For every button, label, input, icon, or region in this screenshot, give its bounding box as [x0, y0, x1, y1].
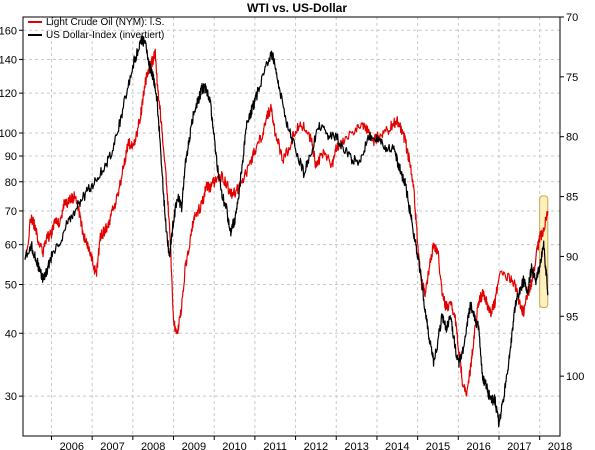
legend: Light Crude Oil (NYM): l.S. US Dollar-In… [28, 17, 164, 41]
x-tick-label: 2016 [466, 441, 490, 450]
left-tick-label: 160 [0, 25, 17, 37]
x-tick-label: 2018 [548, 441, 572, 450]
chart-title: WTI vs. US-Dollar [247, 1, 347, 15]
left-tick-label: 50 [5, 279, 17, 291]
x-tick-label: 2009 [182, 441, 206, 450]
left-tick-label: 30 [5, 391, 17, 403]
right-axis: 70 75 80 85 90 95 100 [560, 12, 584, 383]
left-tick-label: 40 [5, 328, 17, 340]
series-line [24, 35, 549, 428]
left-tick-label: 120 [0, 88, 17, 100]
x-tick-label: 2014 [385, 441, 409, 450]
x-tick-label: 2010 [222, 441, 246, 450]
x-tick-label: 2013 [344, 441, 368, 450]
left-tick-label: 140 [0, 54, 17, 66]
x-tick-label: 2017 [507, 441, 531, 450]
legend-label-crude-oil: Light Crude Oil (NYM): l.S. [46, 17, 164, 28]
left-tick-label: 70 [5, 206, 17, 218]
x-tick-label: 2008 [141, 441, 165, 450]
left-tick-label: 80 [5, 177, 17, 189]
grid [23, 17, 560, 436]
highlight-box-layer [539, 195, 549, 309]
right-tick-label: 100 [566, 371, 584, 383]
x-tick-label: 2012 [304, 441, 328, 450]
left-tick-label: 60 [5, 240, 17, 252]
highlight-box [539, 195, 549, 309]
right-tick-label: 80 [566, 132, 578, 144]
right-tick-label: 75 [566, 72, 578, 84]
series-dollar-index-layer [24, 35, 549, 428]
plot-frame [22, 16, 561, 437]
x-tick-label: 2015 [426, 441, 450, 450]
x-tick-label: 2011 [263, 441, 287, 450]
x-tick-label: 2007 [100, 441, 124, 450]
left-tick-label: 100 [0, 128, 17, 140]
right-tick-label: 70 [566, 12, 578, 24]
series-line [24, 48, 549, 397]
right-tick-label: 95 [566, 311, 578, 323]
series-crude-oil-layer [24, 48, 549, 397]
right-tick-label: 90 [566, 251, 578, 263]
legend-label-dollar-index: US Dollar-Index (invertiert) [46, 30, 164, 41]
left-axis: 30 40 50 60 70 80 90 100 120 140 160 [0, 25, 23, 403]
right-tick-label: 85 [566, 192, 578, 204]
x-axis: 2006 2007 2008 2009 2010 2011 2012 2013 2014 2015… [50, 436, 572, 450]
x-tick-label: 2006 [60, 441, 84, 450]
left-tick-label: 90 [5, 151, 17, 163]
